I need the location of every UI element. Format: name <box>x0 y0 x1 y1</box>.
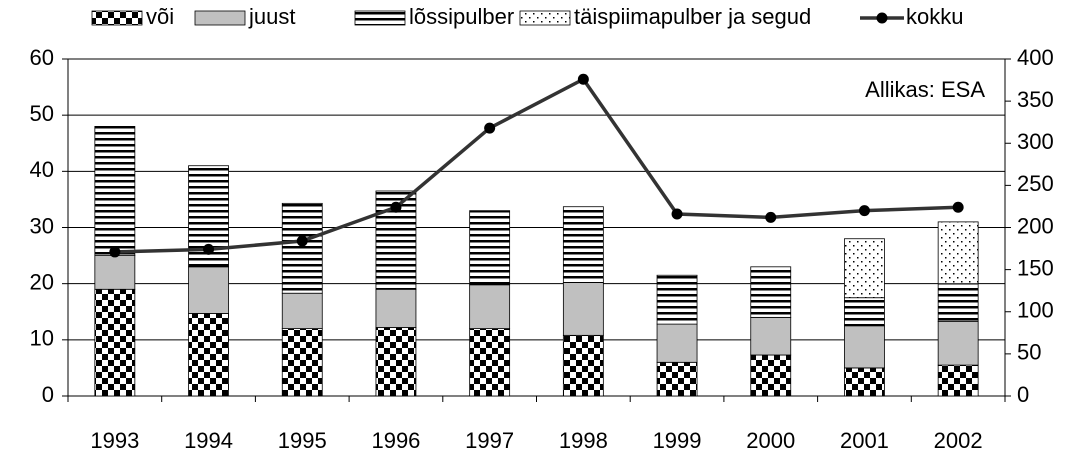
bar <box>937 283 979 322</box>
y-tick-label: 0 <box>42 382 54 407</box>
annotation: Allikas: ESA <box>865 77 985 102</box>
x-tick-label: 1993 <box>90 428 139 453</box>
bar <box>562 206 604 283</box>
x-tick-label: 1997 <box>465 428 514 453</box>
y2-tick-label: 350 <box>1017 87 1054 112</box>
y2-tick-label: 0 <box>1017 382 1029 407</box>
bar <box>937 364 979 397</box>
line-marker <box>577 73 589 85</box>
y-tick-label: 50 <box>30 101 54 126</box>
line-marker <box>296 235 308 247</box>
bar <box>281 202 323 294</box>
bar <box>281 292 323 329</box>
line-marker <box>671 208 683 220</box>
bar <box>562 334 604 397</box>
line-marker <box>484 122 496 134</box>
x-tick-label: 2001 <box>840 428 889 453</box>
bar <box>937 320 979 366</box>
bar <box>188 266 229 314</box>
legend-label: kokku <box>906 4 963 29</box>
y-tick-label: 20 <box>30 269 54 294</box>
bar <box>844 238 885 299</box>
x-tick-label: 2002 <box>934 428 983 453</box>
y2-tick-label: 200 <box>1017 213 1054 238</box>
y2-tick-label: 50 <box>1017 340 1041 365</box>
bar <box>937 221 979 285</box>
x-tick-label: 1996 <box>371 428 420 453</box>
x-tick-label: 2000 <box>746 428 795 453</box>
bar <box>281 328 323 397</box>
bar <box>750 354 792 397</box>
bar <box>844 297 885 327</box>
line <box>114 76 959 254</box>
legend-swatch <box>194 10 246 26</box>
bar <box>469 284 511 330</box>
bar <box>844 367 885 397</box>
bar <box>750 316 792 356</box>
y-tick-label: 40 <box>30 157 54 182</box>
y2-tick-label: 100 <box>1017 298 1054 323</box>
legend-swatch <box>519 10 571 26</box>
line-marker <box>203 243 215 255</box>
bar <box>469 328 511 397</box>
x-tick-label: 1995 <box>278 428 327 453</box>
x-tick-label: 1998 <box>559 428 608 453</box>
bar <box>94 288 136 397</box>
legend-label: täispiimapulber ja segud <box>574 4 811 29</box>
legend-swatch <box>876 12 888 24</box>
bar <box>94 255 136 290</box>
bar <box>844 325 885 369</box>
legend-swatch <box>354 10 406 26</box>
y-tick-label: 60 <box>30 45 54 70</box>
bar <box>562 282 604 336</box>
y-tick-label: 10 <box>30 326 54 351</box>
line-marker <box>858 205 870 217</box>
bar <box>375 327 417 397</box>
y2-tick-label: 250 <box>1017 171 1054 196</box>
bar <box>656 323 698 363</box>
y2-tick-label: 300 <box>1017 129 1054 154</box>
legend-label: juust <box>248 4 295 29</box>
bar <box>188 313 229 397</box>
y2-tick-label: 150 <box>1017 255 1054 280</box>
y-tick-label: 30 <box>30 213 54 238</box>
bar <box>375 288 417 328</box>
bar <box>656 274 698 325</box>
x-tick-label: 1999 <box>653 428 702 453</box>
y2-tick-label: 400 <box>1017 45 1054 70</box>
line-marker <box>952 201 964 213</box>
legend-label: lõssipulber <box>409 4 514 29</box>
line-marker <box>765 211 777 223</box>
x-tick-label: 1994 <box>184 428 233 453</box>
line-marker <box>109 246 121 258</box>
bar <box>469 210 511 286</box>
legend-swatch <box>91 10 143 26</box>
bar <box>656 361 698 397</box>
bar <box>94 126 136 256</box>
line-marker <box>390 201 402 213</box>
legend-label: või <box>146 4 174 29</box>
bar <box>750 266 792 318</box>
